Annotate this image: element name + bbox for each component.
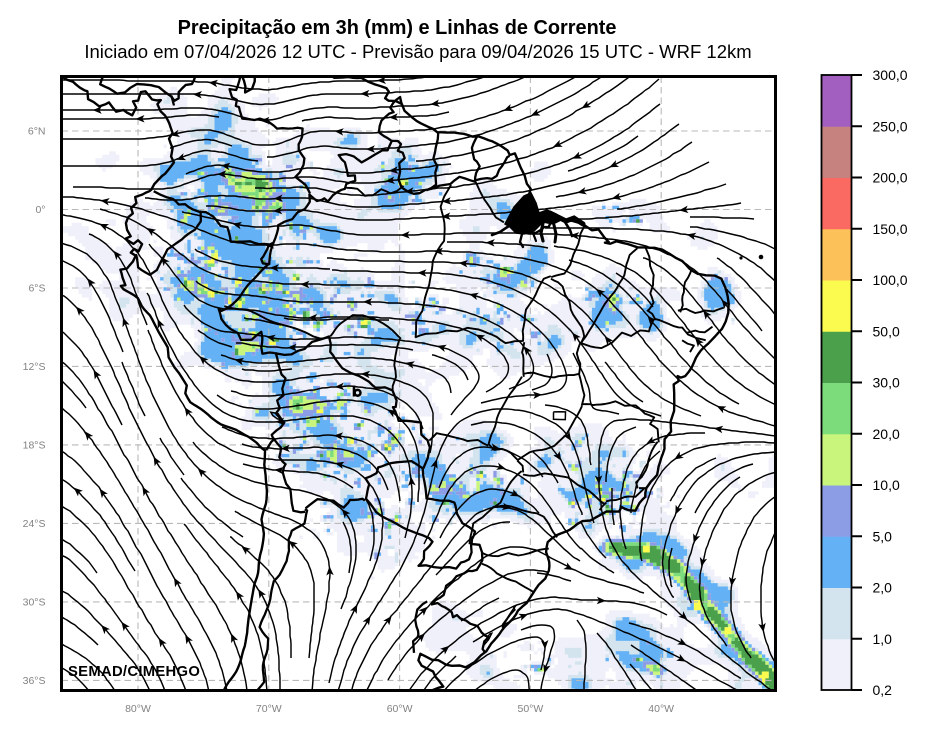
svg-text:6°S: 6°S: [28, 283, 45, 295]
svg-text:2,0: 2,0: [873, 580, 893, 596]
svg-text:30,0: 30,0: [873, 375, 900, 391]
svg-text:200,0: 200,0: [873, 170, 908, 186]
svg-text:24°S: 24°S: [23, 518, 46, 530]
svg-text:50°W: 50°W: [518, 703, 544, 715]
svg-text:300,0: 300,0: [873, 67, 908, 83]
svg-text:SEMAD/CIMEHGO: SEMAD/CIMEHGO: [68, 664, 200, 680]
svg-text:6°N: 6°N: [28, 126, 46, 138]
svg-text:18°S: 18°S: [23, 440, 46, 452]
svg-text:30°S: 30°S: [23, 597, 46, 609]
svg-text:40°W: 40°W: [648, 703, 674, 715]
svg-text:0,2: 0,2: [873, 682, 893, 698]
svg-text:Iniciado em 07/04/2026 12 UTC: Iniciado em 07/04/2026 12 UTC - Previsão…: [84, 41, 751, 62]
svg-text:60°W: 60°W: [387, 703, 413, 715]
svg-text:Precipitação em 3h (mm) e Linh: Precipitação em 3h (mm) e Linhas de Corr…: [178, 17, 617, 39]
svg-text:36°S: 36°S: [23, 675, 46, 687]
svg-text:250,0: 250,0: [873, 118, 908, 134]
svg-text:150,0: 150,0: [873, 221, 908, 237]
svg-text:1,0: 1,0: [873, 631, 893, 647]
svg-text:70°W: 70°W: [256, 703, 282, 715]
svg-text:10,0: 10,0: [873, 477, 900, 493]
svg-text:80°W: 80°W: [125, 703, 151, 715]
svg-text:50,0: 50,0: [873, 323, 900, 339]
svg-text:100,0: 100,0: [873, 272, 908, 288]
svg-text:12°S: 12°S: [23, 361, 46, 373]
svg-text:20,0: 20,0: [873, 426, 900, 442]
svg-text:5,0: 5,0: [873, 528, 893, 544]
svg-text:0°: 0°: [35, 204, 45, 216]
